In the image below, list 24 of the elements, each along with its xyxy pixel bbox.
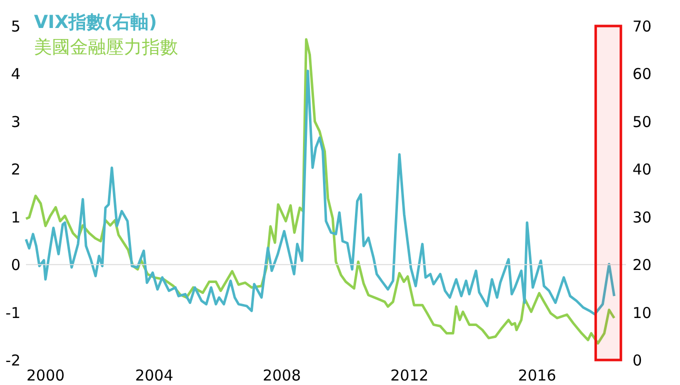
y-tick-label: -1	[6, 304, 20, 322]
y-tick-label: 4	[10, 65, 20, 84]
y-tick-label: 0	[10, 256, 20, 274]
y-tick-label: 5	[10, 18, 20, 36]
y2-tick-label: 20	[632, 256, 652, 274]
y2-tick-label: 30	[632, 208, 652, 226]
y2-tick-label: 60	[632, 65, 652, 84]
x-tick-label: 2004	[135, 366, 174, 384]
y-tick-label: 2	[10, 160, 20, 179]
text: 美國金融壓力指數	[34, 37, 178, 58]
x-tick-label: 2000	[26, 366, 65, 384]
y2-tick-label: 10	[632, 304, 652, 322]
text: VIX指數(右軸)	[34, 12, 157, 33]
y2-tick-label: 0	[632, 352, 642, 370]
y2-tick-label: 40	[632, 160, 652, 179]
y2-tick-label: 70	[632, 18, 652, 36]
y-tick-label: -2	[6, 352, 20, 370]
line-series	[24, 70, 616, 316]
y-tick-label: 3	[10, 112, 20, 131]
x-tick-label: 2016	[518, 366, 556, 384]
x-tick-label: 2008	[262, 366, 301, 384]
y-tick-label: 1	[10, 208, 20, 226]
x-tick-label: 2012	[390, 366, 429, 384]
y2-tick-label: 50	[632, 112, 652, 131]
